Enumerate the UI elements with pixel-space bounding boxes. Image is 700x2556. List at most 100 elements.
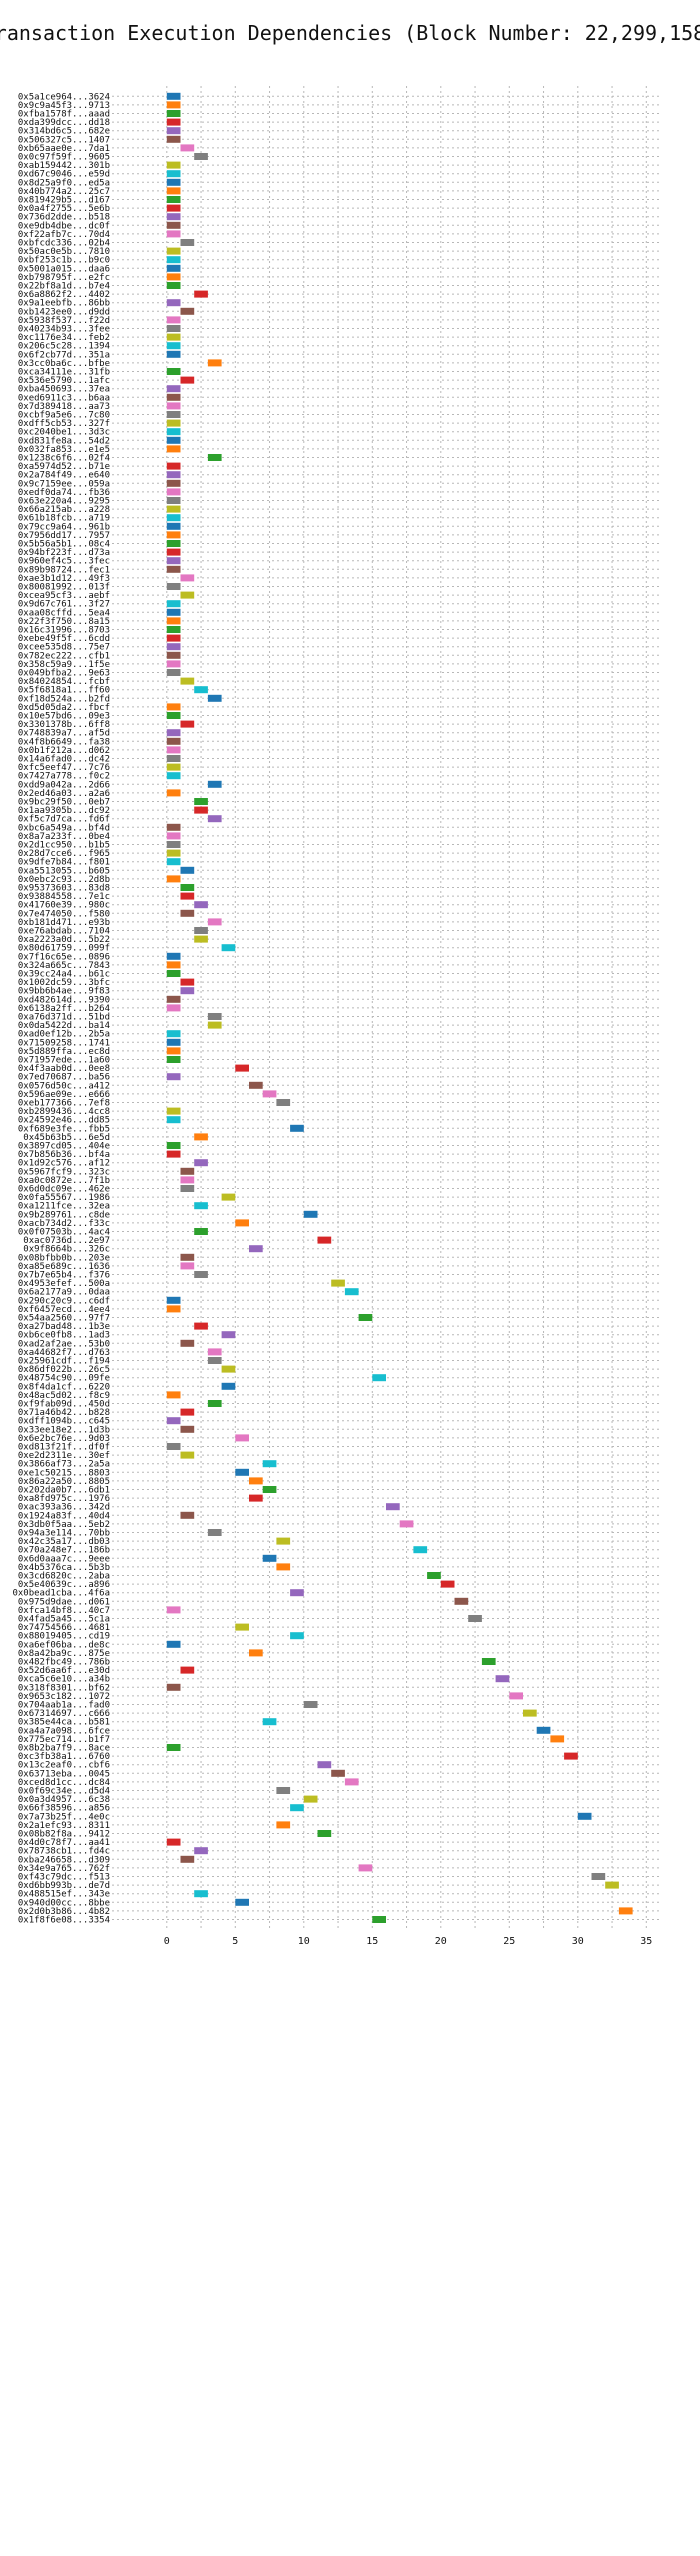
transaction-bar: [166, 608, 181, 616]
transaction-bar: [536, 1726, 551, 1734]
transaction-label: 0xbf253c1b...b9c0: [18, 256, 110, 266]
transaction-label: 0x5d889ffa...ec8d: [18, 1047, 110, 1057]
x-tick-label: 15: [366, 1936, 378, 1947]
transaction-bar: [166, 703, 181, 711]
transaction-bar: [249, 1477, 263, 1485]
transaction-bar: [317, 1236, 332, 1244]
transaction-bar: [180, 574, 195, 582]
transaction-bar: [166, 712, 181, 719]
transaction-label: 0x66f38596...a856: [18, 1804, 110, 1814]
transaction-bar: [166, 325, 181, 332]
transaction-label: 0x2d1cc950...b1b5: [18, 841, 110, 851]
transaction-bar: [166, 1056, 181, 1063]
transaction-bar: [194, 798, 208, 805]
transaction-bar: [166, 849, 181, 857]
transaction-label: 0xa27bad48...1b3e: [18, 1322, 110, 1332]
transaction-bar: [605, 1881, 619, 1889]
transaction-bar: [194, 806, 208, 814]
transaction-label: 0x9c9a45f3...9713: [18, 101, 110, 111]
transaction-label: 0x6a2177a9...0daa: [18, 1288, 110, 1298]
transaction-label: 0x8a7a233f...0be4: [18, 832, 110, 842]
transaction-bar: [207, 1529, 222, 1536]
transaction-label: 0x748839a7...af5d: [18, 729, 110, 739]
transaction-bar: [207, 694, 222, 702]
transaction-bar: [166, 497, 181, 504]
transaction-bar: [413, 1546, 428, 1554]
transaction-bar: [166, 1038, 181, 1046]
transaction-label: 0xc2040be1...3d3c: [18, 428, 110, 438]
y-axis-labels: 0x5a1ce964...36240x9c9a45f3...97130xfba1…: [12, 92, 110, 1925]
transaction-bar: [344, 1778, 359, 1786]
transaction-label: 0x39cc24a4...b61c: [18, 970, 110, 980]
transaction-bar: [194, 290, 208, 298]
transaction-label: 0x8a42ba9c...875e: [18, 1649, 110, 1659]
transaction-bar: [166, 514, 181, 522]
transaction-label: 0xf43c79dc...f513: [18, 1873, 110, 1883]
transaction-bar: [468, 1615, 482, 1622]
transaction-label: 0x8f4da1cf...6220: [18, 1382, 110, 1392]
transaction-label: 0x9f8664b...326c: [23, 1245, 110, 1255]
transaction-label: 0x5f6818a1...ff60: [18, 686, 110, 696]
transaction-label: 0x79cc9a64...961b: [18, 522, 110, 532]
transaction-bar: [166, 118, 181, 126]
transaction-bar: [166, 617, 181, 625]
transaction-label: 0x5967fcf9...323c: [18, 1167, 110, 1177]
transaction-label: 0x95373603...83d8: [18, 884, 110, 894]
transaction-label: 0x84024854...fcbf: [18, 677, 110, 687]
transaction-bar: [235, 1219, 249, 1227]
transaction-label: 0x40234b93...3fee: [18, 325, 110, 335]
transaction-bar: [166, 660, 181, 668]
transaction-label: 0x6d0dc09e...462e: [18, 1185, 110, 1195]
transaction-bar: [290, 1589, 304, 1597]
transaction-bar: [194, 1133, 208, 1141]
transaction-bar: [166, 1030, 181, 1038]
transaction-label: 0x0f07503b...4ac4: [18, 1228, 110, 1238]
transaction-label: 0x5001a015...daa6: [18, 264, 110, 274]
transaction-label: 0x52d6aa6f...e30d: [18, 1666, 110, 1676]
transaction-label: 0xe1c50215...8803: [18, 1468, 110, 1478]
transaction-bar: [180, 1167, 195, 1175]
transaction-label: 0x318f8301...bf62: [18, 1683, 110, 1693]
transaction-label: 0xca5c6e10...a34b: [18, 1675, 110, 1685]
transaction-label: 0xfba1578f...aaad: [18, 110, 110, 120]
transaction-label: 0x3cc0ba6c...bfbe: [18, 359, 110, 369]
transaction-bar: [166, 385, 181, 393]
transaction-label: 0x9653c182...1072: [18, 1692, 110, 1702]
x-tick-label: 30: [572, 1936, 584, 1947]
transaction-label: 0x7ed70687...ba56: [18, 1073, 110, 1083]
transaction-bar: [180, 677, 195, 685]
transaction-bar: [166, 1640, 181, 1648]
transaction-label: 0x14a6fad0...dc42: [18, 755, 110, 765]
transaction-bar: [166, 1150, 181, 1158]
transaction-bar: [166, 488, 181, 496]
x-tick-label: 20: [435, 1936, 447, 1947]
transaction-label: 0x80d61759...099f: [18, 944, 110, 954]
transaction-bar: [166, 178, 181, 186]
transaction-bar: [166, 402, 181, 410]
transaction-label: 0x1f8f6e08...3354: [18, 1916, 110, 1926]
transaction-label: 0xa85e689c...1636: [18, 1262, 110, 1272]
transaction-label: 0x7a73b25f...4e0c: [18, 1812, 110, 1822]
transaction-bar: [166, 823, 181, 831]
transaction-label: 0x206c5c28...1394: [18, 342, 110, 352]
transaction-label: 0x3db0f5aa...5eb2: [18, 1520, 110, 1530]
transaction-bar: [166, 565, 181, 573]
transaction-bar: [166, 299, 181, 307]
transaction-label: 0x2ed46a03...a2a6: [18, 789, 110, 799]
x-tick-label: 0: [164, 1936, 170, 1947]
transaction-label: 0x13c2eaf0...cbf6: [18, 1761, 110, 1771]
transaction-label: 0x86a22a50...8805: [18, 1477, 110, 1487]
transaction-bar: [166, 522, 181, 530]
transaction-label: 0xab159442...301b: [18, 161, 110, 171]
transaction-label: 0x596ae09e...e666: [18, 1090, 110, 1100]
transaction-label: 0xdff5cb53...327f: [18, 419, 110, 429]
transaction-label: 0xa2223a0d...5b22: [18, 935, 110, 945]
transaction-label: 0x50ac0e5b...7810: [18, 247, 110, 257]
transaction-bar: [180, 866, 195, 874]
transaction-label: 0x6f2cb77d...351a: [18, 350, 110, 360]
transaction-label: 0x93884558...7e1c: [18, 892, 110, 902]
transaction-label: 0x08bfbb0b...203e: [18, 1253, 110, 1263]
transaction-bar: [618, 1907, 633, 1915]
transaction-label: 0x71a46b42...b828: [18, 1408, 110, 1418]
transaction-bar: [495, 1675, 510, 1683]
